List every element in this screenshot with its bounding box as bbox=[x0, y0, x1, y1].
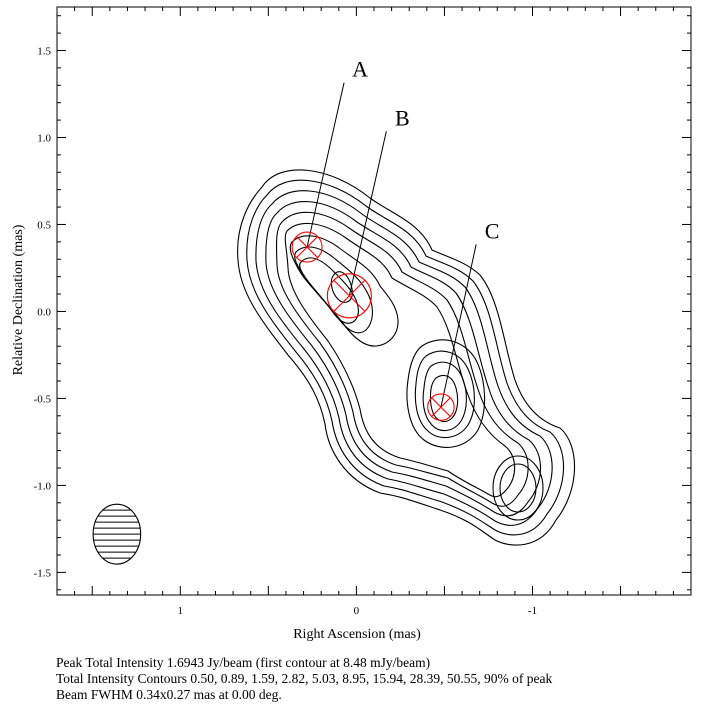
contour-level-9 bbox=[299, 257, 359, 324]
y-axis: 1.5 1.0 0.5 0.0 -0.5 -1.0 -1.5 bbox=[34, 15, 691, 591]
component-markers: A B C bbox=[291, 57, 500, 421]
y-tick-label: 1.5 bbox=[37, 45, 51, 57]
contour-level-7b bbox=[406, 339, 486, 448]
component-label: C bbox=[485, 218, 500, 243]
beam-ellipse bbox=[92, 503, 142, 565]
beam-hatching bbox=[93, 504, 141, 559]
contour-level-8 bbox=[294, 246, 373, 334]
y-tick-label: 0.0 bbox=[37, 306, 51, 318]
y-axis-label: Relative Declination (mas) bbox=[11, 224, 26, 375]
caption-peak-intensity: Peak Total Intensity 1.6943 Jy/beam (fir… bbox=[56, 655, 431, 670]
y-tick-label: -1.0 bbox=[34, 480, 52, 492]
beam-outline bbox=[92, 503, 142, 565]
contour-level-4 bbox=[265, 201, 541, 517]
component-leader-line bbox=[440, 244, 477, 408]
component-label: B bbox=[395, 105, 410, 130]
contour-level-7 bbox=[289, 235, 399, 347]
contour-peak-d-inner bbox=[499, 463, 537, 513]
plot-frame bbox=[56, 6, 692, 596]
contour-level-5 bbox=[275, 211, 529, 507]
component-cross bbox=[333, 279, 366, 312]
component-leader-line bbox=[306, 82, 345, 248]
contour-plot: 1.5 1.0 0.5 0.0 -0.5 -1.0 -1.5 1 0 -1 Right Asce… bbox=[11, 6, 692, 642]
x-tick-label: -1 bbox=[528, 605, 537, 617]
contour-level-3 bbox=[255, 190, 553, 526]
contour-level-10b bbox=[429, 374, 459, 423]
x-tick-label: 1 bbox=[178, 605, 184, 617]
contour-level-8b bbox=[414, 350, 475, 439]
component-cross bbox=[431, 397, 451, 417]
caption-beam-fwhm: Beam FWHM 0.34x0.27 mas at 0.00 deg. bbox=[56, 687, 282, 702]
component-circle bbox=[326, 273, 372, 319]
contour-level-9b bbox=[422, 361, 467, 432]
component-circle bbox=[427, 393, 455, 421]
component-circle bbox=[291, 231, 323, 263]
contour-lines bbox=[237, 169, 576, 546]
contour-level-6 bbox=[284, 222, 516, 498]
component-leader-line bbox=[348, 131, 387, 296]
y-tick-label: -0.5 bbox=[34, 393, 52, 405]
caption-contour-levels: Total Intensity Contours 0.50, 0.89, 1.5… bbox=[56, 671, 553, 686]
y-tick-label: -1.5 bbox=[34, 567, 52, 579]
contour-level-2 bbox=[246, 179, 565, 536]
x-axis-label: Right Ascension (mas) bbox=[293, 627, 421, 642]
component-label: A bbox=[352, 57, 368, 82]
y-tick-label: 0.5 bbox=[37, 219, 51, 231]
contour-level-10 bbox=[330, 271, 353, 303]
contour-peak-d-outer bbox=[492, 455, 544, 521]
contour-level-1 bbox=[237, 169, 576, 546]
component-cross bbox=[296, 236, 319, 259]
x-axis: 1 0 -1 bbox=[74, 7, 674, 617]
x-tick-label: 0 bbox=[354, 605, 360, 617]
y-tick-label: 1.0 bbox=[37, 132, 51, 144]
